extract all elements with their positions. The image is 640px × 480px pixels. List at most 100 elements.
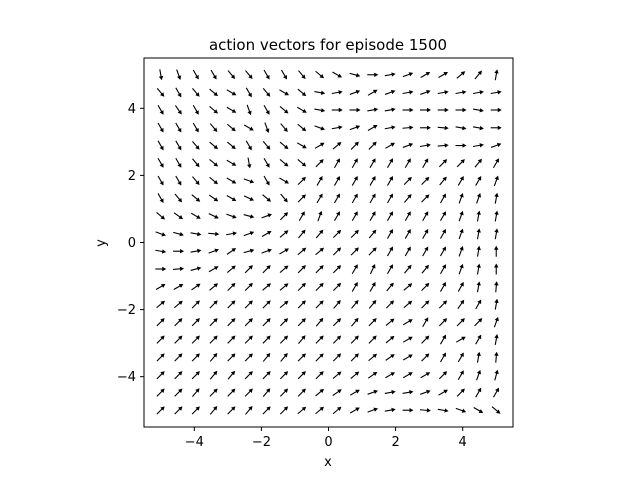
arrow-head (247, 164, 252, 169)
x-tick-label: 2 (391, 435, 399, 450)
arrow-head (247, 92, 252, 98)
arrow-head (336, 300, 341, 305)
action-arrow (350, 371, 360, 379)
arrow-head (354, 353, 359, 358)
arrow-head (301, 127, 307, 132)
action-arrow (351, 211, 358, 222)
arrow-head (214, 214, 219, 219)
arrow-head (442, 246, 446, 252)
action-arrow (456, 71, 466, 79)
arrow-head (266, 197, 271, 202)
action-arrow (157, 157, 164, 168)
action-arrow (246, 104, 252, 116)
action-arrow (472, 143, 484, 148)
action-arrow (422, 317, 429, 328)
action-arrow (455, 107, 467, 113)
arrow-head (477, 299, 482, 305)
arrow-head (459, 352, 464, 358)
action-arrow (227, 70, 236, 79)
action-arrow (458, 228, 464, 240)
action-arrow (315, 70, 324, 79)
action-arrow (331, 107, 343, 113)
arrow-head (213, 144, 218, 150)
arrow-head (160, 284, 166, 288)
arrow-head (194, 127, 199, 133)
arrow-head (372, 353, 377, 358)
arrow-head (320, 90, 326, 95)
action-arrow (332, 353, 342, 362)
arrow-head (195, 92, 200, 97)
action-arrow (491, 406, 501, 414)
action-arrow (437, 125, 449, 131)
action-arrow (315, 406, 324, 415)
arrow-head (336, 353, 342, 358)
arrow-head (178, 284, 184, 288)
arrow-head (407, 300, 413, 305)
action-arrow (297, 406, 307, 415)
action-arrow (472, 125, 484, 131)
action-arrow (437, 408, 449, 413)
action-arrow (209, 300, 218, 309)
arrow-head (283, 162, 289, 167)
arrow-head (353, 158, 358, 163)
arrow-head (161, 249, 167, 254)
action-arrow (190, 266, 202, 271)
action-arrow (421, 353, 430, 362)
action-arrow (298, 70, 306, 79)
action-arrow (384, 407, 396, 413)
action-arrow (419, 107, 431, 113)
arrow-head (301, 229, 306, 235)
arrow-head (353, 211, 358, 216)
arrow-head (442, 229, 446, 234)
action-arrow (369, 158, 376, 169)
arrow-head (231, 248, 237, 253)
action-arrow (421, 282, 430, 292)
action-arrow (192, 104, 199, 115)
arrow-head (158, 75, 164, 81)
arrow-head (266, 335, 271, 340)
action-arrow (367, 371, 378, 379)
arrow-head (215, 231, 220, 237)
action-arrow (279, 406, 289, 415)
arrow-head (319, 282, 324, 288)
action-arrow (279, 318, 289, 327)
action-arrow (226, 213, 237, 219)
action-arrow (263, 104, 270, 115)
arrow-head (266, 388, 271, 393)
arrow-head (302, 144, 307, 149)
action-arrow (314, 108, 326, 113)
arrow-head (177, 127, 182, 133)
arrow-head (354, 141, 359, 147)
action-arrow (245, 406, 253, 415)
action-arrow (403, 176, 412, 186)
action-arrow (262, 265, 271, 274)
arrow-head (476, 351, 481, 357)
action-arrow (174, 318, 183, 327)
arrow-head (336, 158, 340, 163)
arrow-head (248, 265, 253, 270)
action-arrow (349, 125, 361, 131)
arrow-head (389, 229, 393, 234)
action-arrow (368, 247, 377, 256)
arrow-head (231, 179, 237, 184)
arrow-head (283, 406, 289, 411)
arrow-head (318, 193, 323, 199)
arrow-head (195, 388, 200, 393)
action-arrow (456, 318, 465, 327)
arrow-head (373, 407, 378, 412)
action-arrow (262, 194, 271, 202)
arrow-head (266, 231, 272, 235)
action-arrow (439, 229, 446, 239)
arrow-head (443, 72, 448, 76)
action-arrow (315, 159, 324, 168)
action-arrow (226, 159, 237, 166)
action-arrow (280, 69, 287, 80)
action-arrow (333, 211, 340, 222)
arrow-head (300, 211, 305, 216)
arrow-head (353, 176, 358, 181)
action-arrow (494, 210, 499, 222)
arrow-head (389, 335, 395, 341)
action-arrow (386, 211, 393, 222)
action-arrow (226, 248, 237, 255)
action-arrow (494, 263, 499, 275)
